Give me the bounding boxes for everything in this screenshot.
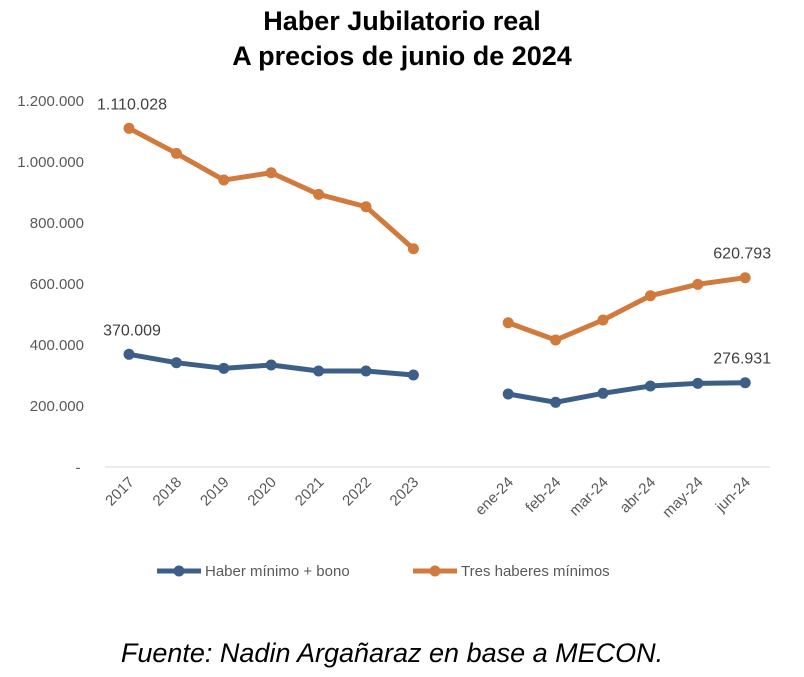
data-point	[502, 388, 514, 400]
data-point	[218, 174, 230, 186]
data-point	[360, 201, 372, 213]
data-point	[502, 317, 514, 329]
y-tick-label: 600.000	[30, 276, 84, 293]
data-point	[644, 290, 656, 302]
y-tick-label: 1.000.000	[17, 154, 84, 171]
x-tick-label: 2019	[197, 474, 233, 510]
y-tick-label: 800.000	[30, 215, 84, 232]
legend: Haber mínimo + bono Tres haberes mínimos	[157, 563, 610, 580]
x-tick-label: 2020	[244, 474, 280, 510]
x-tick-label: 2017	[102, 474, 138, 510]
x-tick-label: feb-24	[522, 474, 564, 516]
data-point	[123, 348, 135, 360]
data-point	[313, 365, 325, 377]
series-1: 1.110.028 620.793	[97, 96, 771, 346]
series-line	[127, 126, 416, 251]
legend-marker	[429, 565, 441, 577]
data-point	[550, 334, 562, 346]
x-tick-label: 2018	[150, 474, 186, 510]
series-line	[507, 380, 746, 405]
x-tick-label: abr-24	[617, 474, 660, 517]
legend-item: Tres haberes mínimos	[413, 563, 610, 580]
data-point	[550, 396, 562, 408]
data-label: 1.110.028	[97, 96, 167, 113]
data-point	[597, 314, 609, 326]
data-point	[692, 278, 704, 290]
data-point	[218, 362, 230, 374]
data-label: 370.009	[103, 322, 161, 339]
data-point	[739, 377, 751, 389]
legend-label: Haber mínimo + bono	[205, 563, 350, 580]
x-tick-label: 2021	[292, 474, 328, 510]
data-point	[739, 272, 751, 284]
data-point	[407, 369, 419, 381]
legend-item: Haber mínimo + bono	[157, 563, 350, 580]
y-tick-label: 400.000	[30, 337, 84, 354]
series-0: 370.009 276.931	[103, 322, 771, 408]
series-line	[507, 275, 746, 343]
y-tick-label: 200.000	[30, 398, 84, 415]
data-point	[123, 122, 135, 134]
x-tick-label: ene-24	[472, 474, 517, 519]
x-tick-label: jun-24	[712, 474, 754, 516]
legend-marker	[173, 565, 185, 577]
data-point	[170, 147, 182, 159]
data-point	[265, 359, 277, 371]
data-label: 620.793	[713, 246, 771, 263]
legend-label: Tres haberes mínimos	[461, 563, 610, 580]
data-point	[265, 167, 277, 179]
data-point	[360, 365, 372, 377]
x-tick-label: mar-24	[566, 474, 612, 520]
x-tick-label: 2023	[387, 474, 423, 510]
data-point	[644, 380, 656, 392]
data-label: 276.931	[713, 351, 771, 368]
data-point	[313, 188, 325, 200]
data-point	[170, 357, 182, 369]
data-point	[407, 243, 419, 255]
x-tick-label: 2022	[339, 474, 375, 510]
chart-title: Haber Jubilatorio real	[263, 6, 541, 36]
y-tick-label: -	[76, 459, 81, 476]
x-tick-label: may-24	[659, 474, 706, 521]
y-tick-label: 1.200.000	[17, 93, 84, 110]
data-point	[692, 377, 704, 389]
source-note: Fuente: Nadin Argañaraz en base a MECON.	[121, 638, 663, 668]
data-point	[597, 387, 609, 399]
chart-subtitle: A precios de junio de 2024	[232, 41, 572, 71]
